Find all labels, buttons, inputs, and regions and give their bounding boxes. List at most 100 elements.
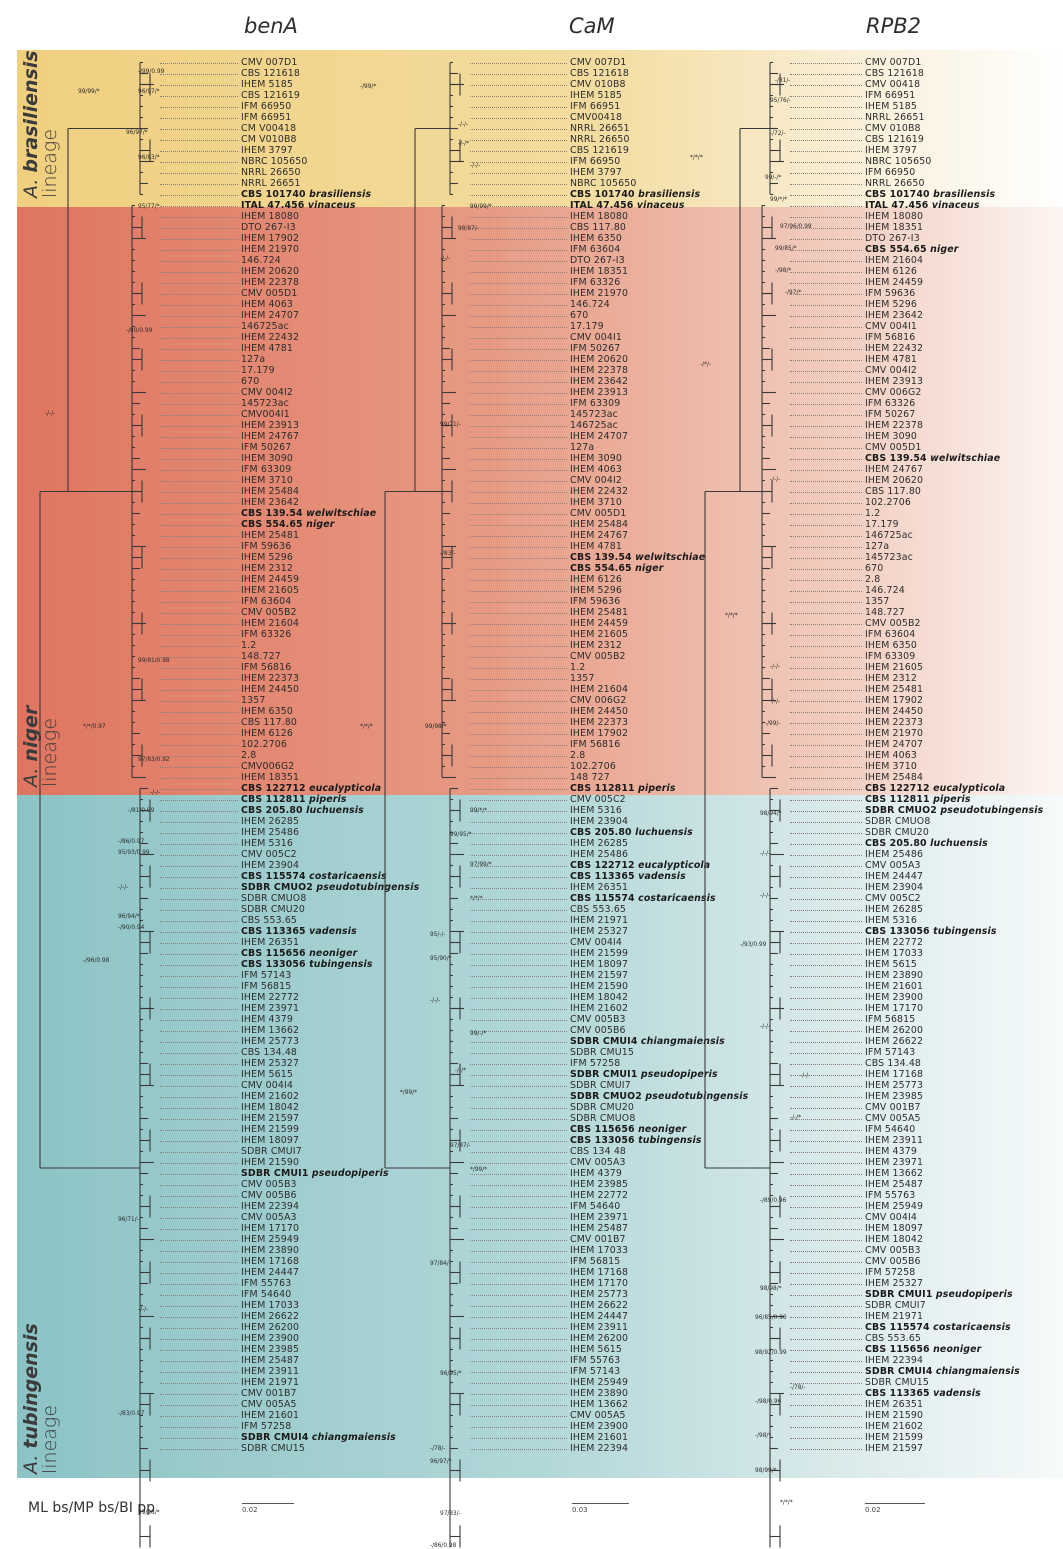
tip-leader	[470, 964, 567, 966]
taxon-label: IHEM 5185	[241, 79, 294, 90]
taxon-label: IHEM 2312	[865, 673, 918, 684]
taxon-label: IFM 63326	[865, 398, 916, 409]
tip-leader	[790, 73, 862, 75]
tip-leader	[160, 755, 238, 757]
strain-id: SDBR CMUI1	[865, 1289, 936, 1300]
species-epithet: piperis	[638, 783, 676, 794]
taxon-label: IHEM 24447	[570, 1311, 629, 1322]
taxon-label: IHEM 23890	[570, 1388, 629, 1399]
tip-leader	[470, 1096, 567, 1098]
support-value: -/-/-	[458, 121, 469, 128]
scale-bar-label: 0.02	[242, 1506, 258, 1514]
taxon-label: IHEM 23904	[865, 882, 924, 893]
tip-leader	[790, 370, 862, 372]
taxon-label: IHEM 21590	[241, 1157, 300, 1168]
taxon-label: IHEM 5316	[570, 805, 623, 816]
tip-leader	[160, 414, 238, 416]
taxon-label: IFM 56816	[865, 332, 916, 343]
tip-leader	[160, 843, 238, 845]
strain-id: CBS 205.80	[865, 838, 931, 849]
taxon-label: IHEM 26285	[865, 904, 924, 915]
tip-leader	[470, 1140, 567, 1142]
tip-leader	[470, 887, 567, 889]
strain-id: CBS 133056	[570, 1135, 639, 1146]
gene-title-CaM: CaM	[569, 14, 615, 38]
tip-leader	[160, 832, 238, 834]
taxon-label: IHEM 17168	[570, 1267, 629, 1278]
tip-leader	[470, 975, 567, 977]
taxon-label: 145723ac	[241, 398, 289, 409]
taxon-label: IHEM 24707	[865, 739, 924, 750]
tip-leader	[470, 1382, 567, 1384]
taxon-label: IHEM 18097	[241, 1135, 300, 1146]
tip-leader	[790, 1316, 862, 1318]
taxon-label: IHEM 26285	[241, 816, 300, 827]
taxon-label: IHEM 3710	[865, 761, 918, 772]
tip-leader	[160, 700, 238, 702]
support-value: -/-/-	[760, 850, 771, 857]
tip-leader	[790, 403, 862, 405]
taxon-label: IHEM 25327	[241, 1058, 300, 1069]
taxon-label: IHEM 21971	[570, 915, 629, 926]
species-epithet: costaricaensis	[933, 1322, 1011, 1333]
tip-leader	[790, 1448, 862, 1450]
tip-leader	[790, 117, 862, 119]
support-value: */*/*	[725, 613, 738, 620]
species-epithet: luchuensis	[635, 827, 693, 838]
support-value: */*/*	[690, 154, 703, 161]
taxon-label: CMV00418	[570, 112, 623, 123]
tip-leader	[160, 909, 238, 911]
taxon-label: IFM 56815	[570, 1256, 621, 1267]
tip-leader	[160, 1448, 238, 1450]
tip-leader	[470, 1118, 567, 1120]
tip-leader	[470, 1316, 567, 1318]
support-value: -/93/0.99	[740, 942, 767, 949]
taxon-label: 17.179	[865, 519, 899, 530]
tip-leader	[790, 964, 862, 966]
tip-leader	[790, 1030, 862, 1032]
tip-leader	[790, 755, 862, 757]
taxon-label: IFM 57143	[865, 1047, 916, 1058]
tip-leader	[790, 546, 862, 548]
tip-leader	[470, 326, 567, 328]
tip-leader	[160, 139, 238, 141]
tip-leader	[160, 260, 238, 262]
taxon-label: IFM 66951	[241, 112, 292, 123]
tip-leader	[470, 1294, 567, 1296]
tip-leader	[790, 986, 862, 988]
strain-id: CBS 115656	[241, 948, 310, 959]
taxon-label: IFM 56815	[865, 1014, 916, 1025]
taxon-label: IHEM 26285	[570, 838, 629, 849]
species-epithet: costaricaensis	[638, 893, 716, 904]
type-strain-label: CBS 122712 eucalypticola	[570, 860, 710, 871]
taxon-label: 146725ac	[865, 530, 913, 541]
taxon-label: CM V010B8	[241, 134, 297, 145]
taxon-label: IHEM 4379	[241, 1014, 294, 1025]
tip-leader	[470, 1063, 567, 1065]
tip-leader	[790, 920, 862, 922]
support-value: 99/*/*	[470, 807, 488, 814]
tip-leader	[470, 106, 567, 108]
taxon-label: IHEM 22373	[865, 717, 924, 728]
species-epithet: costaricaensis	[309, 871, 387, 882]
tip-leader	[160, 172, 238, 174]
strain-id: CBS 112811	[865, 794, 934, 805]
tip-leader	[790, 1019, 862, 1021]
type-strain-label: SDBR CMUO2 pseudotubingensis	[865, 805, 1043, 816]
taxon-label: IFM 63309	[865, 651, 916, 662]
tip-leader	[790, 777, 862, 779]
tip-leader	[790, 491, 862, 493]
species-epithet: niger	[930, 244, 959, 255]
tip-leader	[160, 458, 238, 460]
tip-leader	[470, 337, 567, 339]
type-strain-label: SDBR CMUO2 pseudotubingensis	[241, 882, 419, 893]
tip-leader	[470, 447, 567, 449]
tip-leader	[160, 1206, 238, 1208]
strain-id: SDBR CMUO2	[865, 805, 941, 816]
support-value: 97/99/*	[470, 861, 492, 868]
taxon-label: CMV 005B3	[865, 1245, 921, 1256]
tip-leader	[790, 843, 862, 845]
tip-leader	[160, 304, 238, 306]
tip-leader	[160, 1338, 238, 1340]
taxon-label: IHEM 18042	[241, 1102, 300, 1113]
